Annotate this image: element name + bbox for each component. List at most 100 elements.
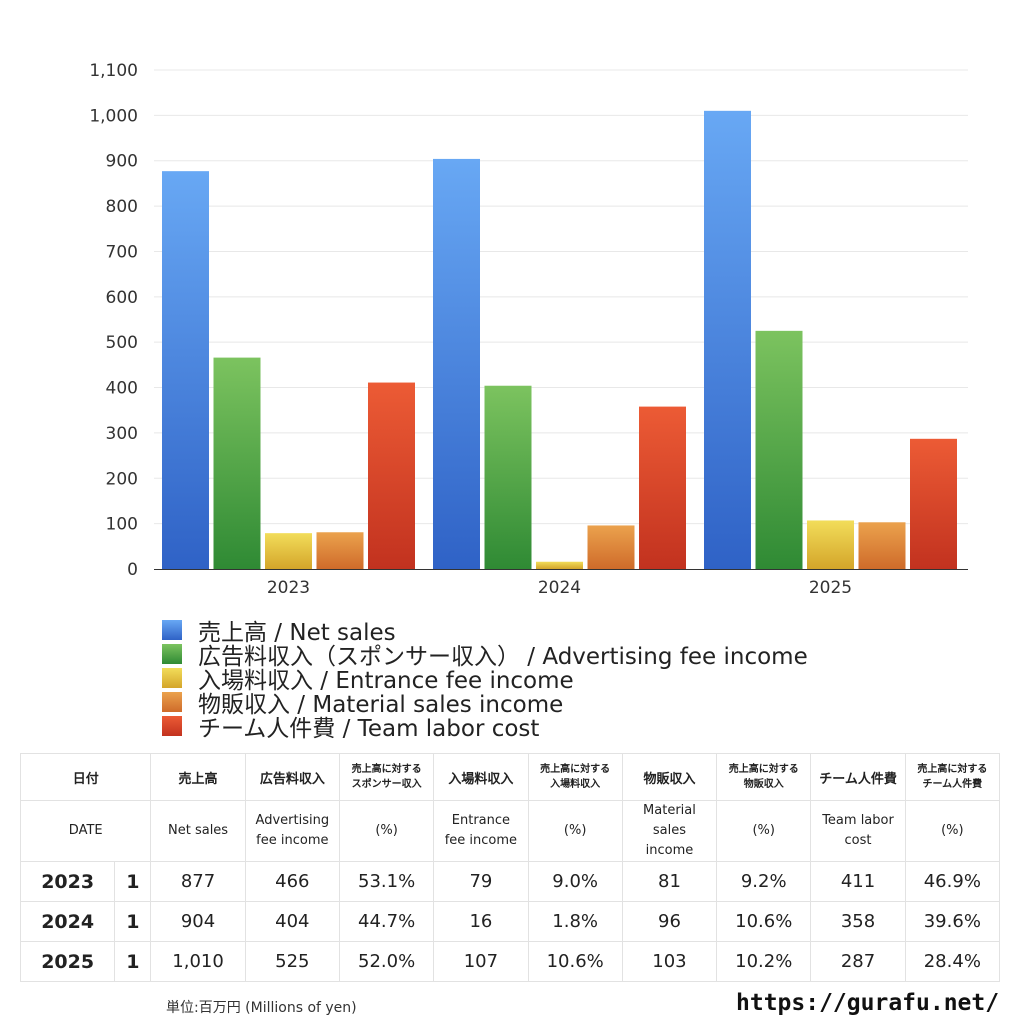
value-cell: 52.0% [338, 941, 435, 982]
value-cell: 411 [810, 861, 906, 902]
header-cell: Net sales [150, 800, 246, 862]
legend-swatch [162, 668, 182, 688]
y-tick-label: 800 [106, 197, 138, 217]
header-cell: Entrance fee income [433, 800, 529, 862]
bar-2025-series-3 [807, 520, 854, 569]
header-cell: 広告料収入 [244, 753, 340, 801]
y-tick-label: 500 [106, 333, 138, 353]
value-cell: 16 [433, 901, 529, 942]
value-cell: 79 [433, 861, 529, 902]
value-cell: 53.1% [338, 861, 435, 902]
value-cell: 46.9% [904, 861, 1001, 902]
y-tick-label: 300 [106, 424, 138, 444]
value-cell: 96 [621, 901, 718, 942]
bar-2025-series-2 [755, 330, 803, 569]
bar-chart: 0 100 200 300 400 500 600 700 800 900 1,000 1,100 2… [89, 61, 968, 598]
header-cell: Advertising fee income [244, 800, 340, 862]
header-cell: 入場料収入 [433, 753, 529, 801]
value-cell: 525 [244, 941, 340, 982]
gridlines [154, 69, 968, 525]
value-cell: 877 [150, 861, 246, 902]
legend-item-advertising: 広告料収入（スポンサー収入） / Advertising fee income [162, 642, 808, 670]
bar-2024-series-4 [587, 525, 635, 569]
bar-2025-series-1 [704, 110, 751, 569]
bar-2024-series-5 [639, 406, 686, 569]
value-cell: 1.8% [527, 901, 623, 942]
legend-label: チーム人件費 / Team labor cost [198, 716, 540, 742]
legend-label: 売上高 / Net sales [198, 620, 396, 646]
value-cell: 44.7% [338, 901, 435, 942]
y-tick-label: 400 [106, 379, 138, 399]
value-cell: 904 [150, 901, 246, 942]
header-cell: Team labor cost [810, 800, 906, 862]
y-tick-label: 1,000 [89, 106, 138, 126]
x-tick-label: 2024 [538, 578, 581, 598]
value-cell: 81 [621, 861, 718, 902]
value-cell: 466 [244, 861, 340, 902]
table-row: 2025 1 1,010 525 52.0% 107 10.6% 103 10.… [19, 941, 1001, 982]
site-url[interactable]: https://gurafu.net/ [736, 990, 1000, 1016]
legend-swatch [162, 716, 182, 736]
bars [162, 110, 957, 570]
bar-2023-series-3 [265, 533, 312, 569]
header-cell: (%) [527, 800, 623, 862]
header-cell: 物販収入 [621, 753, 718, 801]
value-cell: 287 [810, 941, 906, 982]
header-cell: 売上高に対する スポンサー収入 [338, 753, 435, 801]
legend-swatch [162, 692, 182, 712]
y-axis-ticks: 0 100 200 300 400 500 600 700 800 900 1,000 1,100 [89, 61, 138, 580]
unit-note: 単位:百万円 (Millions of yen) [166, 1000, 357, 1016]
header-cell: (%) [716, 800, 812, 862]
table-header-jp: 日付 売上高 広告料収入 売上高に対する スポンサー収入 入場料収入 売上高に対… [19, 753, 1001, 801]
legend-swatch [162, 644, 182, 664]
header-cell: 売上高 [150, 753, 246, 801]
bar-2023-series-4 [316, 532, 364, 569]
y-tick-label: 900 [106, 152, 138, 172]
y-tick-label: 600 [106, 288, 138, 308]
count-cell: 1 [114, 861, 152, 902]
value-cell: 9.0% [527, 861, 623, 902]
legend-item-entrance: 入場料収入 / Entrance fee income [162, 666, 808, 694]
header-cell: (%) [904, 800, 1001, 862]
x-tick-label: 2025 [809, 578, 852, 598]
value-cell: 10.2% [716, 941, 812, 982]
x-tick-label: 2023 [267, 578, 310, 598]
bar-2023-series-2 [213, 357, 261, 569]
value-cell: 10.6% [527, 941, 623, 982]
header-cell: DATE [19, 800, 152, 862]
count-cell: 1 [114, 901, 152, 942]
header-cell: 売上高に対する 入場料収入 [527, 753, 623, 801]
header-cell: 日付 [19, 753, 152, 801]
value-cell: 404 [244, 901, 340, 942]
y-tick-label: 0 [127, 560, 138, 580]
bar-2023-series-5 [368, 382, 415, 569]
legend-item-labor: チーム人件費 / Team labor cost [162, 714, 808, 742]
legend-item-net-sales: 売上高 / Net sales [162, 618, 808, 646]
bar-2024-series-3 [536, 561, 583, 569]
legend-swatch [162, 620, 182, 640]
y-tick-label: 1,100 [89, 61, 138, 81]
value-cell: 358 [810, 901, 906, 942]
year-cell: 2025 [19, 941, 116, 982]
legend-label: 入場料収入 / Entrance fee income [198, 668, 574, 694]
legend-label: 物販収入 / Material sales income [198, 692, 564, 718]
y-tick-label: 200 [106, 469, 138, 489]
data-table: 日付 売上高 広告料収入 売上高に対する スポンサー収入 入場料収入 売上高に対… [19, 753, 1001, 982]
header-cell: 売上高に対する チーム人件費 [904, 753, 1001, 801]
year-cell: 2024 [19, 901, 116, 942]
legend: 売上高 / Net sales 広告料収入（スポンサー収入） / Adverti… [162, 618, 808, 742]
value-cell: 1,010 [150, 941, 246, 982]
header-cell: 売上高に対する 物販収入 [716, 753, 812, 801]
bar-2024-series-1 [433, 158, 480, 569]
header-cell: (%) [338, 800, 435, 862]
y-tick-label: 100 [106, 515, 138, 535]
bar-2023-series-1 [162, 171, 209, 570]
value-cell: 28.4% [904, 941, 1001, 982]
year-cell: 2023 [19, 861, 116, 902]
table-row: 2024 1 904 404 44.7% 16 1.8% 96 10.6% 35… [19, 901, 1001, 942]
count-cell: 1 [114, 941, 152, 982]
table-row: 2023 1 877 466 53.1% 79 9.0% 81 9.2% 411… [19, 861, 1001, 902]
value-cell: 39.6% [904, 901, 1001, 942]
table-header-en: DATE Net sales Advertising fee income (%… [19, 800, 1001, 862]
header-cell: チーム人件費 [810, 753, 906, 801]
